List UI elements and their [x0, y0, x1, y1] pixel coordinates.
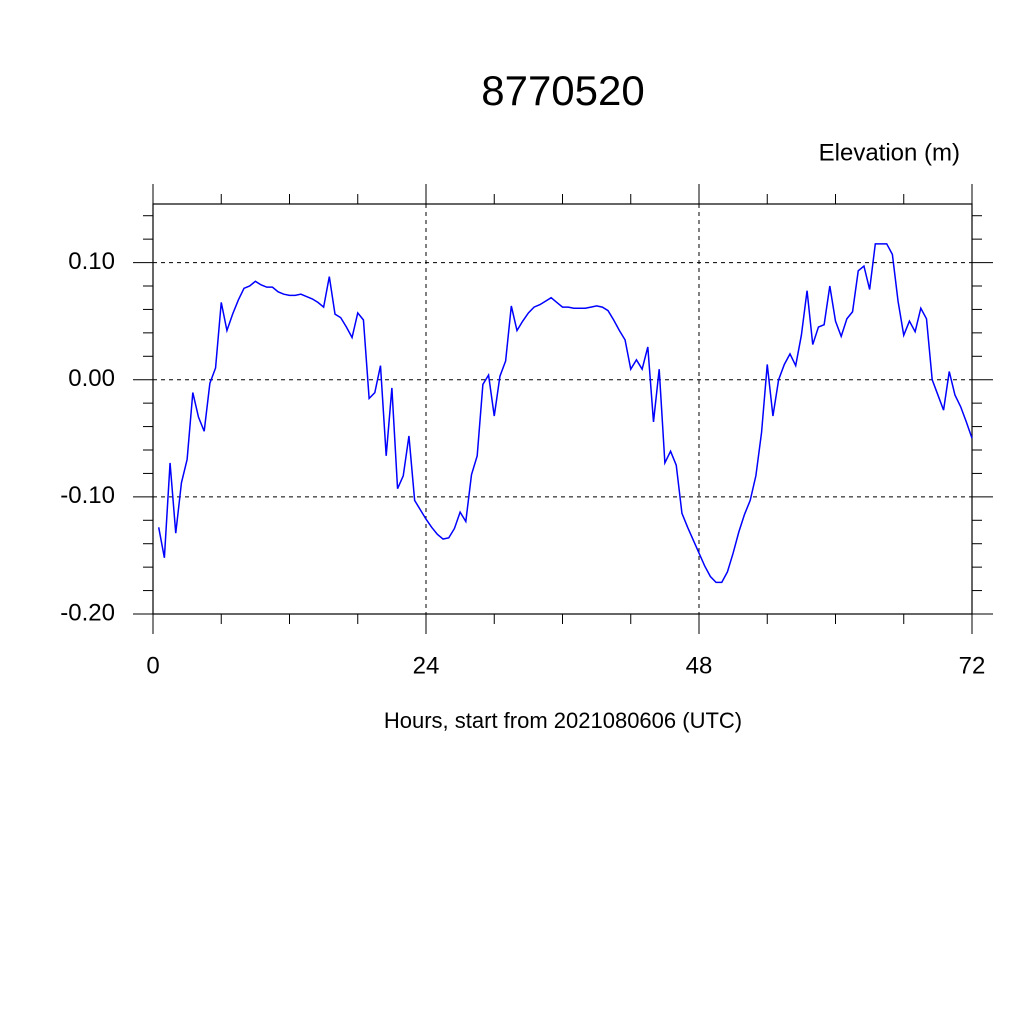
y-tick-label: 0.00 [68, 365, 115, 392]
x-tick-label: 72 [959, 652, 986, 679]
chart-title: 8770520 [481, 67, 645, 114]
x-tick-label: 0 [146, 652, 159, 679]
x-tick-label: 48 [686, 652, 713, 679]
subtitle: Elevation (m) [819, 139, 960, 166]
y-tick-label: -0.10 [60, 482, 115, 509]
x-axis-label: Hours, start from 2021080606 (UTC) [384, 708, 742, 733]
x-tick-label: 24 [413, 652, 440, 679]
data-line [157, 243, 973, 584]
y-tick-label: -0.20 [60, 599, 115, 626]
y-tick-label: 0.10 [68, 248, 115, 275]
